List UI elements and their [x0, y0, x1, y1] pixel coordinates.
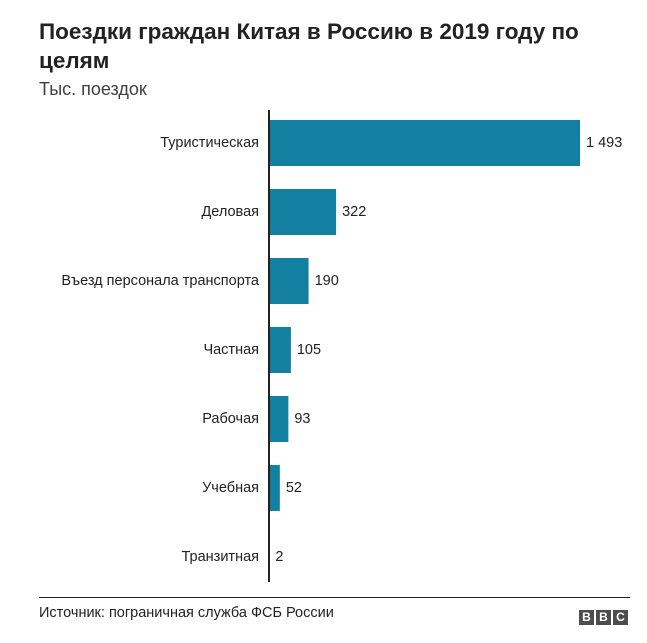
value-label: 105	[297, 342, 321, 358]
bbc-logo-letter: C	[613, 610, 628, 625]
bbc-logo: B B C	[579, 610, 628, 625]
bar	[269, 189, 337, 235]
footer-divider	[39, 597, 630, 598]
bar	[269, 327, 291, 373]
bar	[269, 465, 280, 511]
bar	[269, 258, 309, 304]
category-label: Учебная	[202, 480, 259, 496]
bbc-logo-letter: B	[579, 610, 594, 625]
value-label: 322	[342, 204, 366, 220]
value-label: 1 493	[586, 135, 622, 151]
category-label: Туристическая	[160, 135, 259, 151]
category-label: Рабочая	[202, 411, 259, 427]
category-label: Транзитная	[182, 549, 260, 565]
bar	[269, 120, 580, 166]
bar	[269, 396, 289, 442]
value-label: 2	[275, 549, 283, 565]
value-label: 52	[286, 480, 302, 496]
chart-title: Поездки граждан Китая в Россию в 2019 го…	[39, 19, 579, 73]
category-label: Деловая	[201, 204, 259, 220]
category-label: Частная	[203, 342, 259, 358]
bbc-logo-letter: B	[596, 610, 611, 625]
value-label: 190	[315, 273, 339, 289]
source-note: Источник: пограничная служба ФСБ России	[39, 605, 334, 621]
value-label: 93	[294, 411, 310, 427]
chart-subtitle: Тыс. поездок	[39, 79, 147, 99]
category-label: Въезд персонала транспорта	[61, 273, 260, 289]
